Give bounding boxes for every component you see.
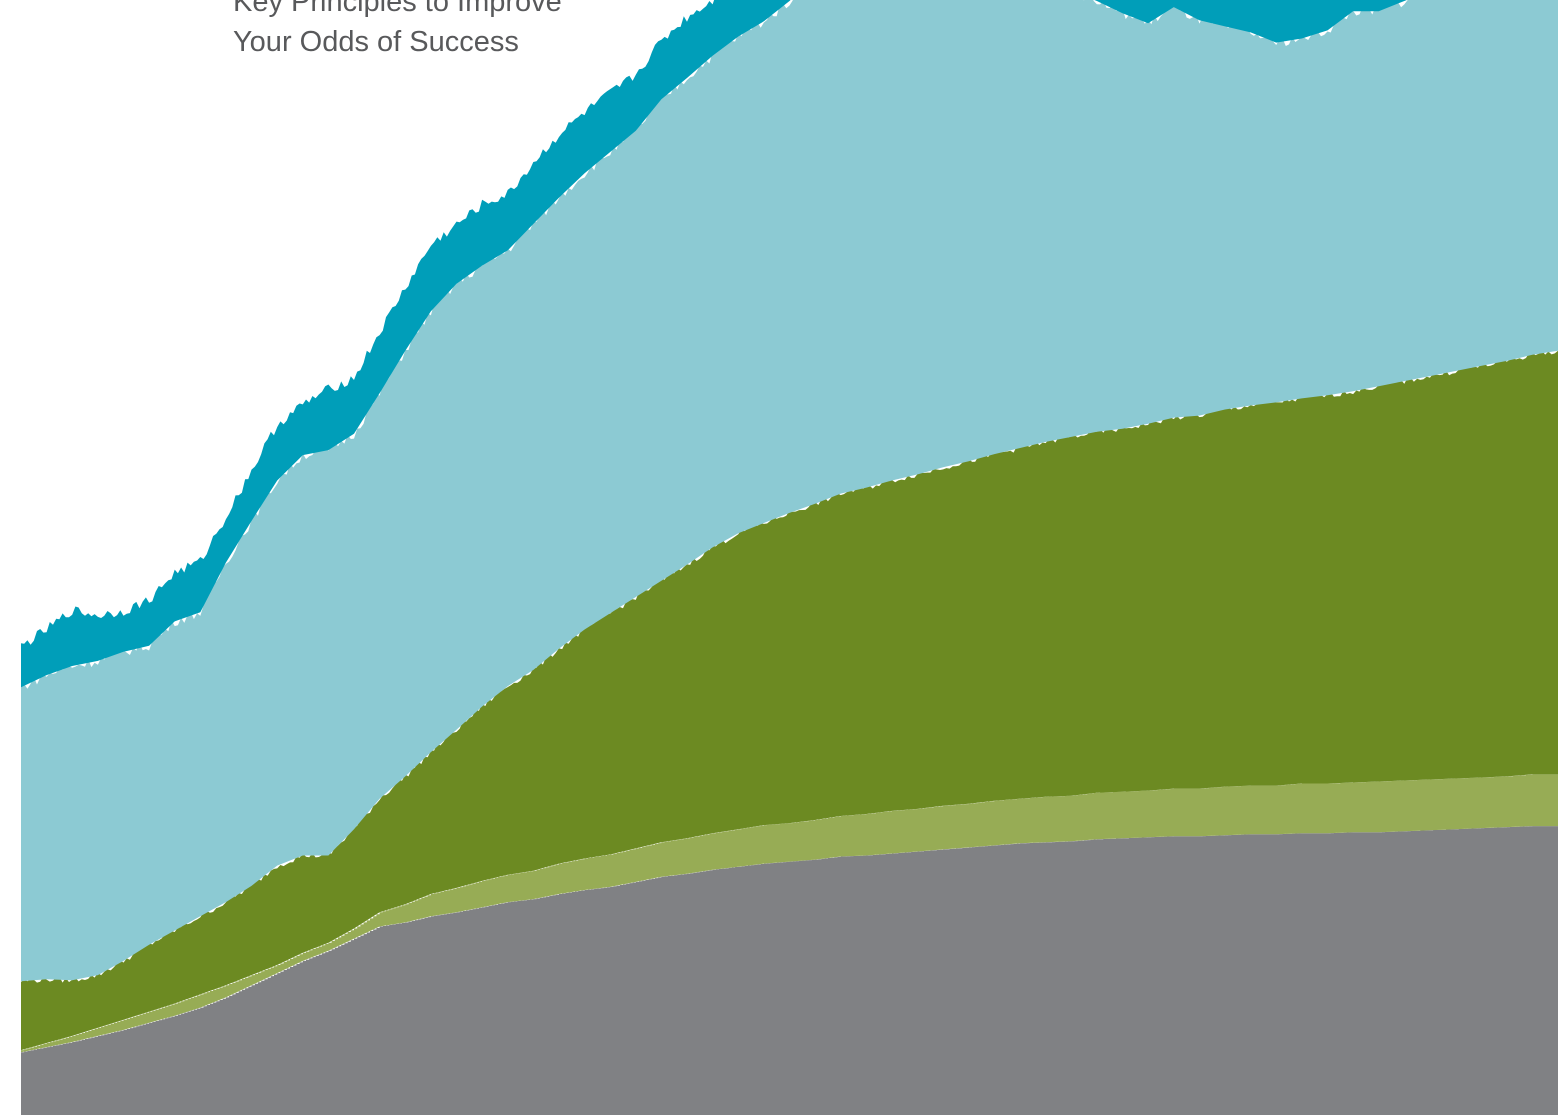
area-series-5: [21, 0, 1407, 688]
title-line-2: Your Odds of Success: [233, 26, 519, 58]
area-series-3: [21, 350, 1558, 1051]
area-series-2: [21, 774, 1558, 1053]
area-series-4: [21, 0, 1558, 982]
area-series-1: [21, 826, 1558, 1115]
title-line-1: Key Principles to Improve: [233, 0, 562, 18]
title-block: Key Principles to Improve Your Odds of S…: [233, 0, 562, 62]
